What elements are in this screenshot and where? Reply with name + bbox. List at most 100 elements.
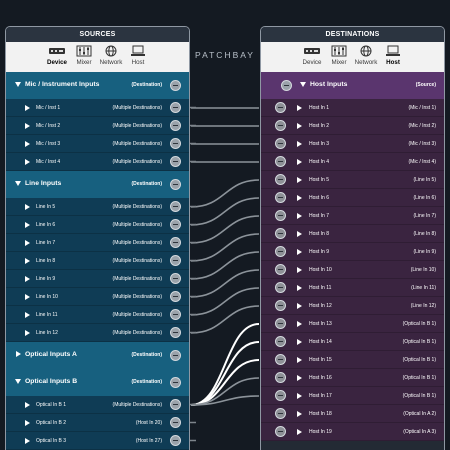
channel-connector-knob[interactable] — [275, 426, 286, 437]
tab-network[interactable]: Network — [98, 42, 125, 72]
play-icon[interactable] — [297, 195, 302, 201]
section-header[interactable]: Optical Inputs B (Destination) — [6, 369, 189, 396]
channel-row[interactable]: Host In 16 (Optical In B 1) — [261, 369, 444, 387]
channel-row[interactable]: Line In 5 (Multiple Destinations) — [6, 198, 189, 216]
channel-row[interactable]: Mic / Inst 4 (Multiple Destinations) — [6, 153, 189, 171]
expand-arrow-icon[interactable] — [15, 379, 21, 384]
play-icon[interactable] — [297, 123, 302, 129]
play-icon[interactable] — [297, 177, 302, 183]
section-header[interactable]: Mic / Instrument Inputs (Destination) — [6, 72, 189, 99]
play-icon[interactable] — [297, 411, 302, 417]
channel-row[interactable]: Host In 8 (Line In 8) — [261, 225, 444, 243]
play-icon[interactable] — [25, 159, 30, 165]
channel-row[interactable]: Mic / Inst 2 (Multiple Destinations) — [6, 117, 189, 135]
patch-cable[interactable] — [190, 287, 260, 316]
play-icon[interactable] — [297, 285, 302, 291]
channel-connector-knob[interactable] — [170, 138, 181, 149]
channel-row[interactable]: Line In 12 (Multiple Destinations) — [6, 324, 189, 342]
channel-connector-knob[interactable] — [170, 417, 181, 428]
channel-connector-knob[interactable] — [170, 201, 181, 212]
channel-row[interactable]: Line In 10 (Multiple Destinations) — [6, 288, 189, 306]
channel-connector-knob[interactable] — [170, 399, 181, 410]
channel-row[interactable]: Line In 7 (Multiple Destinations) — [6, 234, 189, 252]
section-header[interactable]: Host Inputs (Source) — [261, 72, 444, 99]
channel-row[interactable]: Host In 18 (Optical In A 2) — [261, 405, 444, 423]
section-connector-knob[interactable] — [281, 80, 292, 91]
channel-connector-knob[interactable] — [170, 219, 181, 230]
channel-row[interactable]: Line In 8 (Multiple Destinations) — [6, 252, 189, 270]
channel-row[interactable]: Optical In B 3 (Host In 27) — [6, 432, 189, 450]
channel-connector-knob[interactable] — [170, 273, 181, 284]
channel-connector-knob[interactable] — [275, 246, 286, 257]
play-icon[interactable] — [297, 249, 302, 255]
channel-connector-knob[interactable] — [275, 174, 286, 185]
patch-cable[interactable] — [190, 323, 260, 406]
expand-arrow-icon[interactable] — [15, 82, 21, 87]
channel-connector-knob[interactable] — [170, 120, 181, 131]
channel-row[interactable]: Host In 9 (Line In 9) — [261, 243, 444, 261]
play-icon[interactable] — [297, 375, 302, 381]
section-connector-knob[interactable] — [170, 350, 181, 361]
play-icon[interactable] — [25, 294, 30, 300]
play-icon[interactable] — [297, 357, 302, 363]
play-icon[interactable] — [297, 429, 302, 435]
play-icon[interactable] — [25, 222, 30, 228]
patch-cable[interactable] — [190, 215, 260, 244]
channel-connector-knob[interactable] — [275, 408, 286, 419]
channel-connector-knob[interactable] — [170, 291, 181, 302]
channel-row[interactable]: Line In 9 (Multiple Destinations) — [6, 270, 189, 288]
collapsed-arrow-icon[interactable] — [16, 351, 21, 357]
channel-connector-knob[interactable] — [275, 282, 286, 293]
play-icon[interactable] — [25, 204, 30, 210]
patch-cable[interactable] — [190, 251, 260, 280]
channel-row[interactable]: Host In 12 (Line In 12) — [261, 297, 444, 315]
channel-row[interactable]: Mic / Inst 1 (Multiple Destinations) — [6, 99, 189, 117]
channel-connector-knob[interactable] — [170, 327, 181, 338]
channel-connector-knob[interactable] — [275, 228, 286, 239]
play-icon[interactable] — [25, 420, 30, 426]
channel-connector-knob[interactable] — [170, 309, 181, 320]
channel-connector-knob[interactable] — [275, 120, 286, 131]
channel-row[interactable]: Host In 2 (Mic / Inst 2) — [261, 117, 444, 135]
play-icon[interactable] — [297, 339, 302, 345]
channel-connector-knob[interactable] — [275, 336, 286, 347]
tab-host[interactable]: Host — [380, 42, 407, 72]
patch-cable[interactable] — [190, 341, 260, 406]
channel-row[interactable]: Host In 6 (Line In 6) — [261, 189, 444, 207]
channel-connector-knob[interactable] — [275, 102, 286, 113]
channel-row[interactable]: Host In 4 (Mic / Inst 4) — [261, 153, 444, 171]
channel-row[interactable]: Host In 10 (Line In 10) — [261, 261, 444, 279]
section-connector-knob[interactable] — [170, 80, 181, 91]
section-header[interactable]: Optical Inputs A (Destination) — [6, 342, 189, 369]
patch-cable[interactable] — [190, 233, 260, 262]
expand-arrow-icon[interactable] — [300, 82, 306, 87]
play-icon[interactable] — [25, 240, 30, 246]
tab-network[interactable]: Network — [353, 42, 380, 72]
play-icon[interactable] — [297, 213, 302, 219]
channel-connector-knob[interactable] — [275, 300, 286, 311]
tab-host[interactable]: Host — [125, 42, 152, 72]
channel-row[interactable]: Host In 3 (Mic / Inst 3) — [261, 135, 444, 153]
channel-connector-knob[interactable] — [275, 318, 286, 329]
channel-connector-knob[interactable] — [275, 192, 286, 203]
play-icon[interactable] — [25, 105, 30, 111]
channel-row[interactable]: Host In 1 (Mic / Inst 1) — [261, 99, 444, 117]
patch-cable[interactable] — [190, 305, 260, 334]
play-icon[interactable] — [297, 267, 302, 273]
section-connector-knob[interactable] — [170, 179, 181, 190]
tab-mixer[interactable]: Mixer — [326, 42, 353, 72]
channel-connector-knob[interactable] — [275, 138, 286, 149]
play-icon[interactable] — [297, 321, 302, 327]
patch-cable[interactable] — [190, 197, 260, 226]
channel-row[interactable]: Host In 7 (Line In 7) — [261, 207, 444, 225]
section-connector-knob[interactable] — [170, 377, 181, 388]
play-icon[interactable] — [297, 303, 302, 309]
channel-connector-knob[interactable] — [275, 390, 286, 401]
channel-connector-knob[interactable] — [275, 264, 286, 275]
patch-cable[interactable] — [190, 179, 260, 208]
patch-cable[interactable] — [190, 395, 260, 406]
expand-arrow-icon[interactable] — [15, 181, 21, 186]
channel-row[interactable]: Host In 5 (Line In 5) — [261, 171, 444, 189]
channel-row[interactable]: Host In 14 (Optical In B 1) — [261, 333, 444, 351]
play-icon[interactable] — [297, 393, 302, 399]
